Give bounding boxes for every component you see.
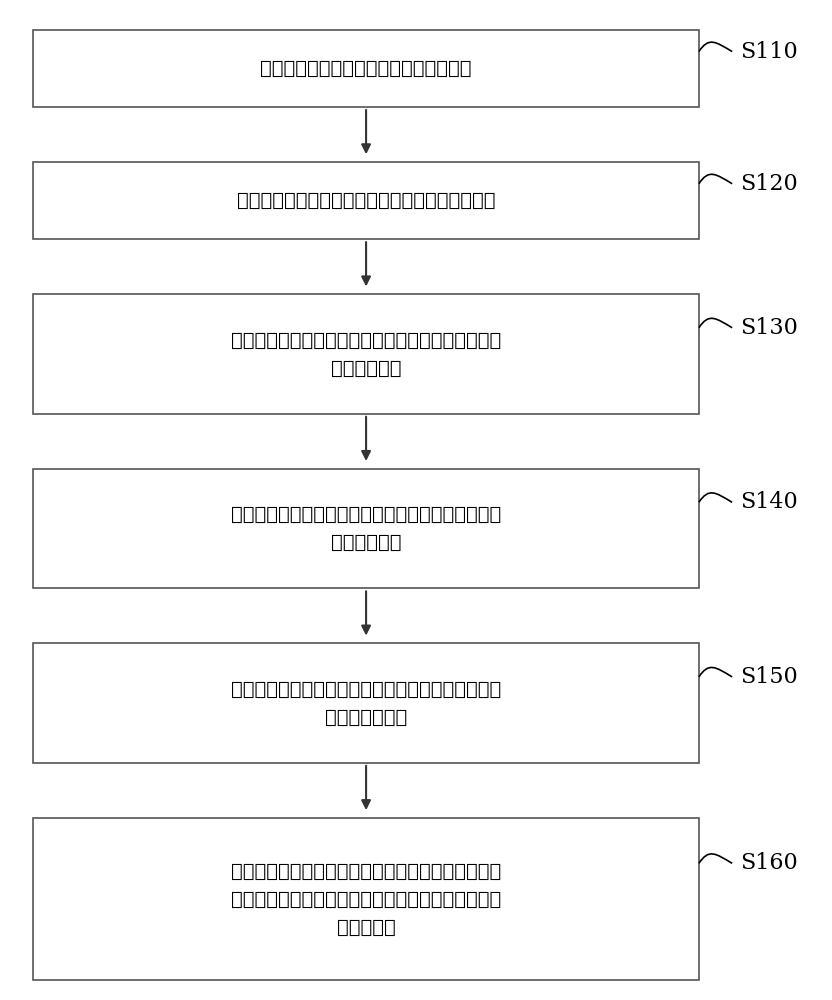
Text: 根据所述采样点确定切割点，将所述切割点之间的道
路管线进行切割: 根据所述采样点确定切割点，将所述切割点之间的道 路管线进行切割 — [231, 680, 501, 727]
Text: S160: S160 — [740, 852, 798, 874]
FancyBboxPatch shape — [33, 162, 699, 239]
FancyBboxPatch shape — [33, 30, 699, 107]
Text: 对于相邻的道路管线，确定两条相交边界线的交点: 对于相邻的道路管线，确定两条相交边界线的交点 — [237, 191, 495, 210]
Text: S120: S120 — [740, 173, 798, 195]
Text: S110: S110 — [740, 41, 798, 63]
Text: 根据切割后的道路管线以及获取的插值点集形成三维
交叉路面，并对三维交叉路面进行放样，生成三维交
叉道路模型: 根据切割后的道路管线以及获取的插值点集形成三维 交叉路面，并对三维交叉路面进行放… — [231, 862, 501, 937]
Text: S150: S150 — [740, 666, 798, 688]
FancyBboxPatch shape — [33, 643, 699, 763]
Text: S130: S130 — [740, 317, 799, 339]
FancyBboxPatch shape — [33, 469, 699, 588]
Text: 根据所述交点分别在每条相交的所述边界线上获取至
少一个采样点: 根据所述交点分别在每条相交的所述边界线上获取至 少一个采样点 — [231, 331, 501, 378]
Text: S140: S140 — [740, 491, 798, 513]
Text: 根据所述边界线的采样点形成的样条曲线进行插值，
获取插值点集: 根据所述边界线的采样点形成的样条曲线进行插值， 获取插值点集 — [231, 505, 501, 552]
FancyBboxPatch shape — [33, 818, 699, 980]
FancyBboxPatch shape — [33, 294, 699, 414]
Text: 获取道路管线，并确定道路管线的边界线: 获取道路管线，并确定道路管线的边界线 — [260, 59, 472, 78]
